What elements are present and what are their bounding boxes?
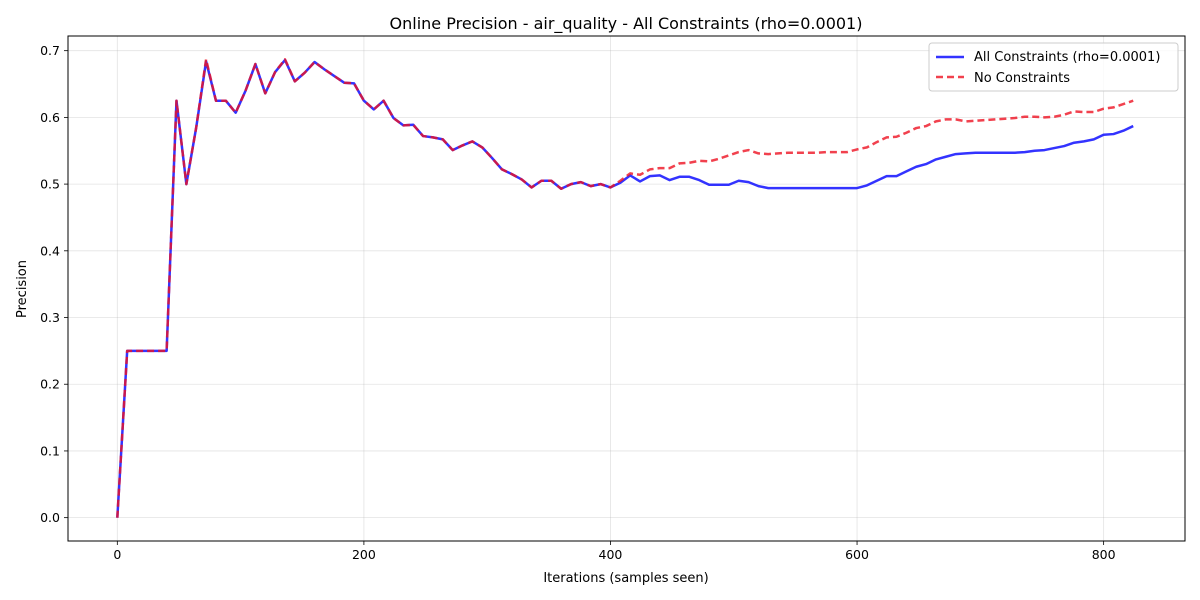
plot-frame (67, 35, 1186, 542)
y-tick-label: 0.6 (40, 110, 60, 125)
series-lines (116, 58, 1134, 518)
y-axis-label: Precision (15, 260, 30, 318)
x-tick-label: 400 (599, 547, 623, 562)
axis-ticks: 0 200 400 600 800 0.0 0.1 0.2 0.3 0.4 0.5 0.6 0.7 (40, 43, 1115, 562)
legend: All Constraints (rho=0.0001) No Constrai… (928, 42, 1179, 92)
y-tick-label: 0.5 (40, 177, 60, 192)
y-tick-label: 0.0 (40, 510, 60, 525)
x-tick-label: 0 (113, 547, 121, 562)
grid (68, 36, 1185, 541)
series-line-no-constraints (116, 58, 1134, 518)
y-tick-label: 0.2 (40, 377, 60, 392)
y-tick-label: 0.1 (40, 443, 60, 458)
legend-label-all-constraints: All Constraints (rho=0.0001) (974, 50, 1160, 65)
x-tick-label: 200 (352, 547, 376, 562)
chart-title: Online Precision - air_quality - All Con… (390, 14, 863, 34)
legend-box (928, 42, 1179, 92)
y-tick-label: 0.7 (40, 43, 60, 58)
legend-label-no-constraints: No Constraints (974, 71, 1070, 86)
x-axis-label: Iterations (samples seen) (543, 571, 708, 586)
x-tick-label: 800 (1092, 547, 1116, 562)
x-tick-label: 600 (845, 547, 869, 562)
y-tick-label: 0.3 (40, 310, 60, 325)
y-tick-label: 0.4 (40, 243, 60, 258)
